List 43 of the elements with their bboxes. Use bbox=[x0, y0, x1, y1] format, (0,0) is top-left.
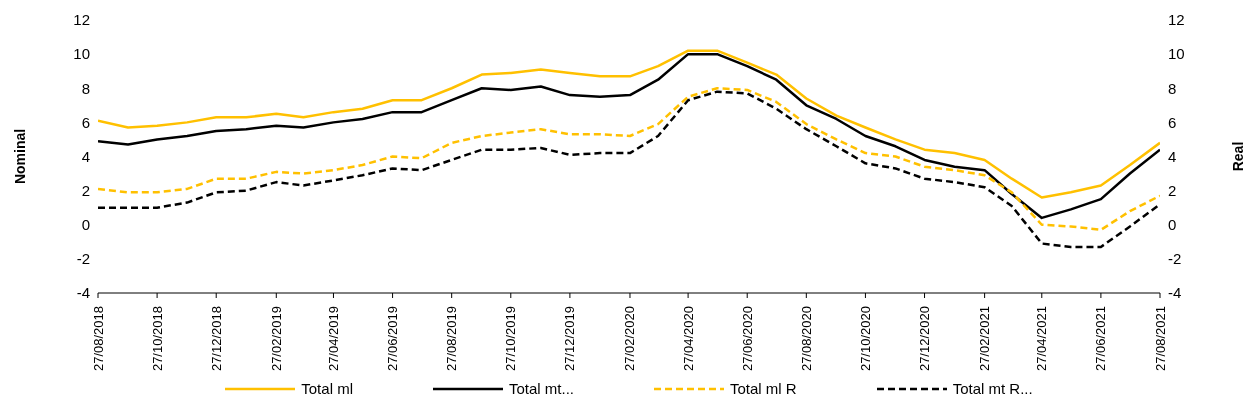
x-tick-label: 27/06/2021 bbox=[1093, 306, 1109, 372]
x-tick-label: 27/12/2020 bbox=[917, 306, 933, 372]
x-tick-label: 27/06/2019 bbox=[385, 306, 401, 372]
x-tick-label: 27/10/2020 bbox=[857, 306, 873, 372]
y-axis-title: Nominal bbox=[11, 128, 28, 185]
y2-tick-label: 10 bbox=[1168, 45, 1185, 63]
x-tick-label: 27/12/2019 bbox=[562, 306, 578, 372]
y-tick-label: 8 bbox=[81, 79, 90, 97]
y-tick-label: 10 bbox=[73, 45, 90, 63]
legend-label: Total mt R... bbox=[952, 379, 1033, 399]
x-tick-label: 27/08/2018 bbox=[90, 306, 106, 372]
y2-tick-label: 4 bbox=[1168, 147, 1177, 165]
x-tick-label: 27/02/2021 bbox=[977, 306, 993, 372]
x-tick-label: 27/02/2020 bbox=[622, 306, 638, 372]
y-tick-label: 12 bbox=[73, 11, 90, 29]
y-tick-label: 4 bbox=[81, 147, 90, 165]
legend-label: Total ml bbox=[301, 379, 353, 399]
x-tick-label: 27/04/2019 bbox=[325, 306, 341, 372]
x-tick-label: 27/08/2020 bbox=[798, 306, 814, 372]
y-tick-label: 0 bbox=[81, 216, 90, 234]
y2-tick-label: 2 bbox=[1168, 181, 1177, 199]
y-tick-label: -4 bbox=[76, 284, 90, 302]
x-tick-label: 27/06/2020 bbox=[739, 306, 755, 372]
y2-tick-label: -4 bbox=[1168, 284, 1182, 302]
y2-tick-label: 8 bbox=[1168, 79, 1177, 97]
x-tick-label: 27/04/2020 bbox=[680, 306, 696, 372]
y-tick-label: -2 bbox=[76, 250, 90, 268]
x-tick-label: 27/04/2021 bbox=[1034, 306, 1050, 372]
y-tick-label: 6 bbox=[81, 113, 90, 131]
y2-tick-label: 6 bbox=[1168, 113, 1177, 131]
y2-axis-title: Real bbox=[1229, 141, 1246, 172]
x-tick-label: 27/10/2019 bbox=[503, 306, 519, 372]
x-tick-label: 27/12/2018 bbox=[208, 306, 224, 372]
y2-tick-label: -2 bbox=[1168, 250, 1182, 268]
x-tick-label: 27/02/2019 bbox=[268, 306, 284, 372]
x-tick-label: 27/10/2018 bbox=[149, 306, 165, 372]
y2-tick-label: 12 bbox=[1168, 11, 1185, 29]
x-tick-label: 27/08/2019 bbox=[444, 306, 460, 372]
legend-label: Total mt... bbox=[508, 379, 574, 399]
legend-label: Total ml R bbox=[730, 379, 797, 399]
y2-tick-label: 0 bbox=[1168, 216, 1177, 234]
x-tick-label: 27/08/2021 bbox=[1152, 306, 1168, 372]
y-tick-label: 2 bbox=[81, 181, 90, 199]
